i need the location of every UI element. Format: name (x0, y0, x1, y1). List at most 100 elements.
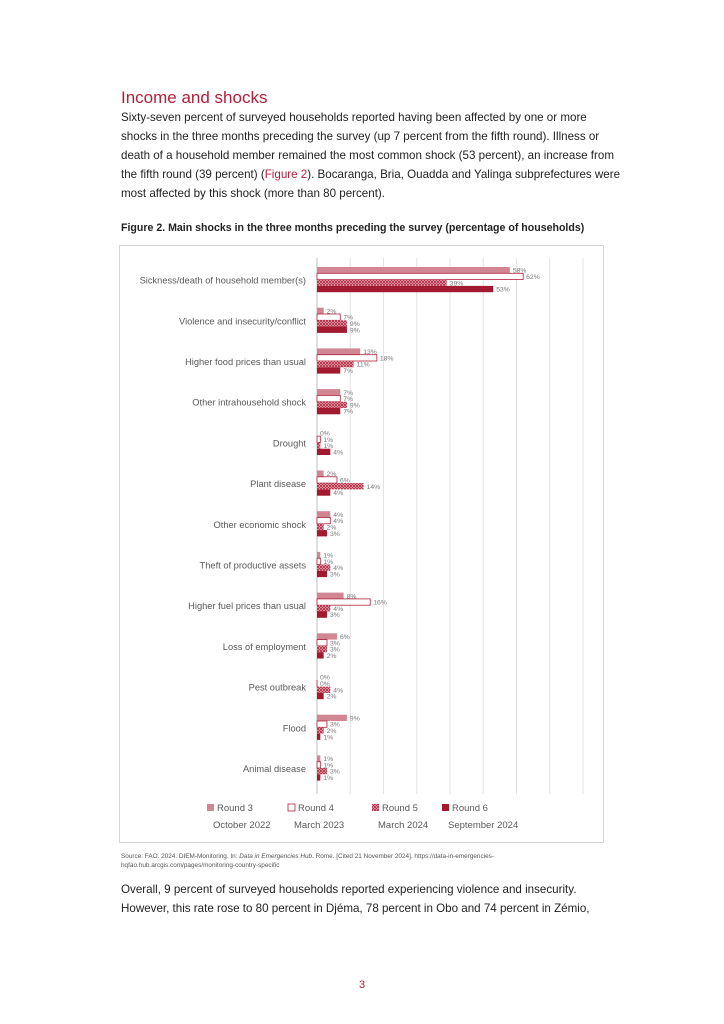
round-6-bar-9 (317, 652, 324, 659)
round-6-legend-swatch (442, 804, 449, 811)
round-4-value-label-5: 6% (340, 478, 350, 485)
round-5-value-label-6: 2% (327, 525, 337, 532)
round-6-bar-6 (317, 530, 327, 537)
category-label-10: Pest outbreak (249, 683, 307, 693)
intro-text-start: Sixty-seven percent of surveyed househol… (121, 111, 614, 181)
round-3-bar-6 (317, 511, 331, 518)
category-label-5: Plant disease (250, 479, 306, 489)
round-5-bar-12 (317, 768, 327, 775)
round-3-value-label-11: 9% (350, 715, 360, 722)
round-6-bar-8 (317, 611, 327, 618)
round-4-value-label-12: 1% (323, 762, 333, 769)
chart-container: Sickness/death of household member(s) 58%… (119, 245, 604, 843)
category-label-12: Animal disease (243, 764, 306, 774)
round-3-bar-3 (317, 389, 341, 396)
round-4-value-label-3: 7% (343, 396, 353, 403)
round-6-value-label-1: 9% (350, 327, 360, 334)
round-3-value-label-7: 1% (323, 553, 333, 560)
round-3-legend-period: October 2022 (213, 820, 271, 831)
round-3-value-label-10: 0% (320, 675, 330, 682)
round-4-value-label-2: 18% (380, 355, 394, 362)
round-5-bar-0 (317, 279, 447, 286)
round-5-bar-7 (317, 564, 331, 571)
round-3-bar-1 (317, 307, 324, 314)
round-4-bar-7 (316, 557, 321, 565)
round-4-bar-4 (316, 435, 321, 443)
round-6-value-label-5: 4% (333, 490, 343, 497)
round-5-value-label-4: 1% (323, 443, 333, 450)
round-4-bar-3 (316, 394, 341, 403)
category-label-9: Loss of employment (223, 642, 307, 652)
round-4-bar-2 (316, 354, 378, 362)
figure-reference-link[interactable]: Figure 2 (264, 168, 308, 181)
figure-title: Figure 2. Main shocks in the three month… (121, 222, 585, 234)
round-5-bar-3 (317, 401, 347, 408)
round-5-value-label-7: 4% (333, 565, 343, 572)
round-4-bar-8 (316, 598, 371, 606)
round-3-bar-11 (317, 714, 347, 721)
round-5-value-label-11: 2% (327, 728, 337, 735)
round-3-legend-swatch (207, 804, 214, 811)
round-4-legend-period: March 2023 (294, 820, 344, 831)
round-5-value-label-5: 14% (367, 484, 381, 491)
section-heading: Income and shocks (121, 88, 268, 107)
round-3-value-label-9: 6% (340, 634, 350, 641)
round-4-value-label-8: 16% (373, 600, 387, 607)
round-3-value-label-3: 7% (343, 390, 353, 397)
category-label-11: Flood (283, 723, 306, 733)
round-4-value-label-11: 3% (330, 722, 340, 729)
round-6-value-label-10: 2% (327, 694, 337, 701)
source-note: Source: FAO. 2024. DIEM-Monitoring. In: … (121, 852, 581, 870)
category-label-3: Other intrahousehold shock (192, 398, 306, 408)
round-3-bar-5 (317, 470, 324, 477)
category-label-0: Sickness/death of household member(s) (140, 276, 306, 286)
round-6-value-label-8: 3% (330, 612, 340, 619)
page-number: 3 (358, 979, 366, 991)
round-3-value-label-12: 1% (323, 756, 333, 763)
round-5-legend-period: March 2024 (378, 820, 428, 831)
round-5-legend-name: Round 5 (382, 803, 418, 814)
round-4-bar-9 (316, 639, 328, 647)
round-4-bar-0 (316, 272, 524, 280)
round-6-bar-7 (317, 570, 327, 578)
round-3-bar-0 (317, 267, 510, 274)
source-hub-name: Data in Emergencies Hub (239, 853, 313, 860)
round-6-value-label-4: 4% (333, 449, 343, 456)
category-label-2: Higher food prices than usual (185, 357, 306, 367)
round-3-value-label-6: 4% (333, 512, 343, 519)
round-5-bar-6 (317, 523, 324, 531)
round-4-value-label-6: 4% (333, 518, 343, 525)
category-label-6: Other economic shock (214, 520, 307, 530)
category-label-4: Drought (273, 438, 306, 448)
round-5-value-label-1: 9% (350, 321, 360, 328)
round-6-bar-11 (317, 733, 321, 740)
round-4-value-label-9: 3% (330, 640, 340, 647)
round-6-value-label-7: 3% (330, 572, 340, 579)
round-4-value-label-0: 62% (526, 274, 540, 281)
round-6-value-label-9: 2% (327, 653, 337, 660)
round-6-bar-2 (317, 367, 341, 374)
round-5-value-label-3: 9% (350, 402, 360, 409)
round-5-value-label-9: 3% (330, 647, 340, 654)
round-4-bar-12 (316, 761, 321, 769)
round-3-value-label-2: 13% (363, 349, 377, 356)
round-6-value-label-6: 3% (330, 531, 340, 538)
round-4-value-label-7: 1% (323, 559, 333, 566)
intro-text-end: ). Bocaranga, Bria, Ouadda and Yalinga s… (121, 168, 621, 200)
round-5-value-label-12: 3% (330, 769, 340, 776)
source-suffix: . Rome. [Cited 21 November 2024]. https:… (121, 853, 494, 869)
round-5-bar-1 (317, 320, 347, 327)
category-label-7: Theft of productive assets (200, 561, 307, 571)
round-5-legend-swatch (372, 804, 379, 811)
round-6-bar-12 (317, 774, 321, 781)
round-6-bar-10 (317, 692, 324, 700)
round-6-value-label-11: 1% (323, 734, 333, 741)
round-3-value-label-4: 0% (320, 431, 330, 438)
round-6-legend-name: Round 6 (452, 803, 488, 814)
round-4-bar-1 (316, 313, 341, 321)
round-3-bar-2 (317, 348, 361, 355)
shocks-bar-chart: Sickness/death of household member(s) 58%… (140, 258, 584, 831)
round-4-value-label-1: 7% (343, 315, 353, 322)
round-5-bar-2 (317, 361, 354, 368)
category-label-1: Violence and insecurity/conflict (179, 316, 306, 326)
